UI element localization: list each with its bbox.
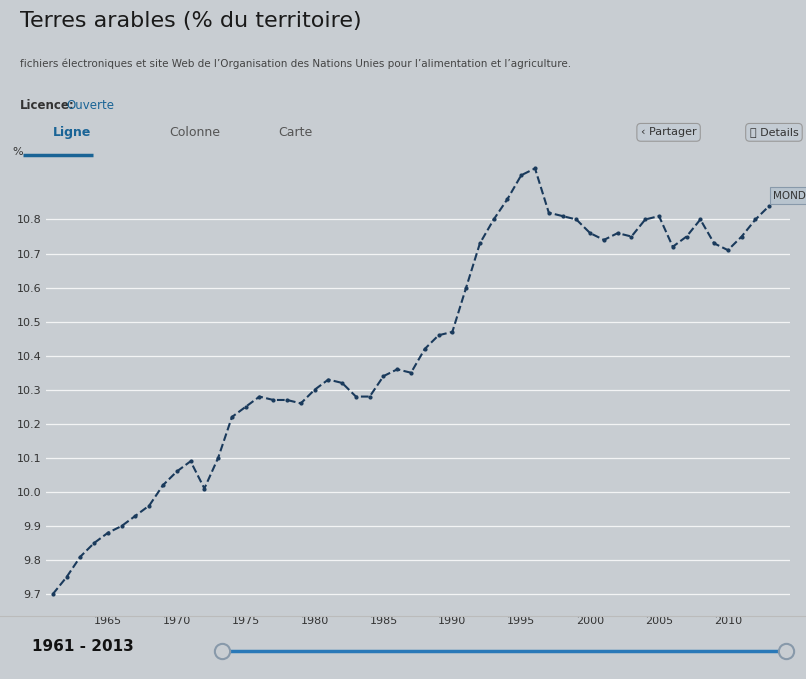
Text: Ouverte: Ouverte <box>66 98 114 111</box>
Text: %: % <box>12 147 23 157</box>
Text: Colonne: Colonne <box>169 126 220 139</box>
Text: ⓘ Details: ⓘ Details <box>750 128 798 137</box>
Text: Ligne: Ligne <box>52 126 91 139</box>
Text: 1961 - 2013: 1961 - 2013 <box>32 639 134 655</box>
Text: ‹ Partager: ‹ Partager <box>641 128 696 137</box>
Text: Licence:: Licence: <box>20 98 75 111</box>
Text: Carte: Carte <box>278 126 312 139</box>
Text: Terres arables (% du territoire): Terres arables (% du territoire) <box>20 12 362 31</box>
Text: MONDE: MONDE <box>773 191 806 201</box>
Text: fichiers électroniques et site Web de l’Organisation des Nations Unies pour l’al: fichiers électroniques et site Web de l’… <box>20 58 571 69</box>
